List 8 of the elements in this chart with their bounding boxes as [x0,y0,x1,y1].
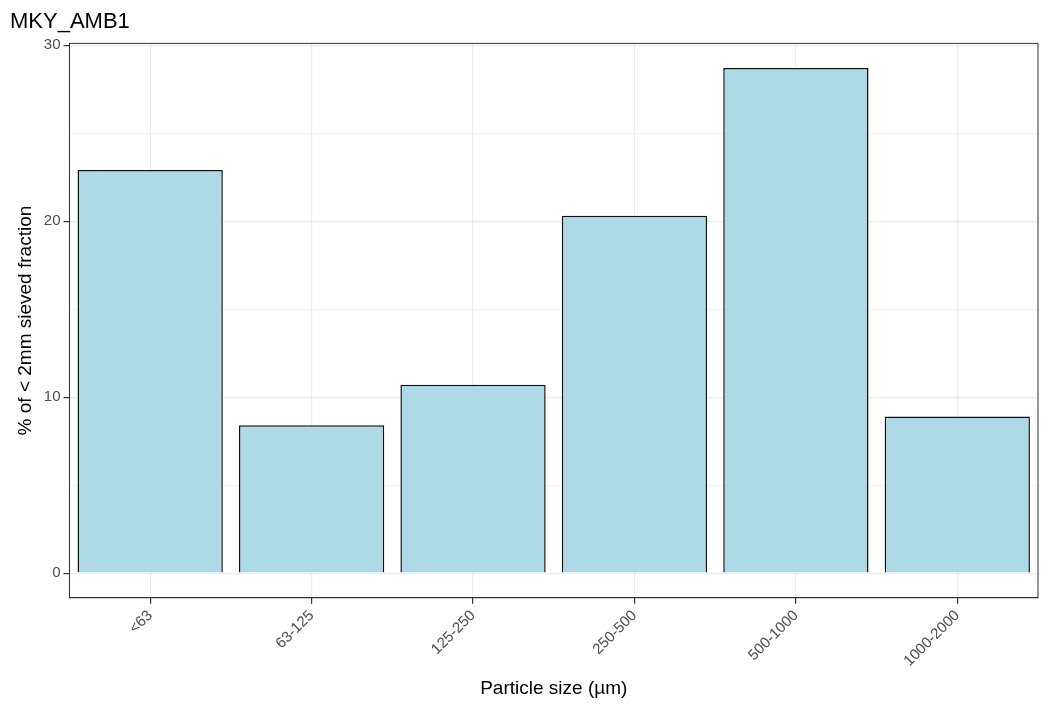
y-tick-label: 0 [52,563,61,581]
y-tick-label: 10 [43,387,61,405]
y-tick-label: 30 [43,35,61,53]
y-axis-title: % of < 2mm sieved fraction [13,205,35,436]
y-tick-label: 20 [43,211,61,229]
x-axis-title: Particle size (µm) [480,676,628,698]
chart-title: MKY_AMB1 [10,8,130,34]
x-tick-label: <63 [125,606,156,637]
